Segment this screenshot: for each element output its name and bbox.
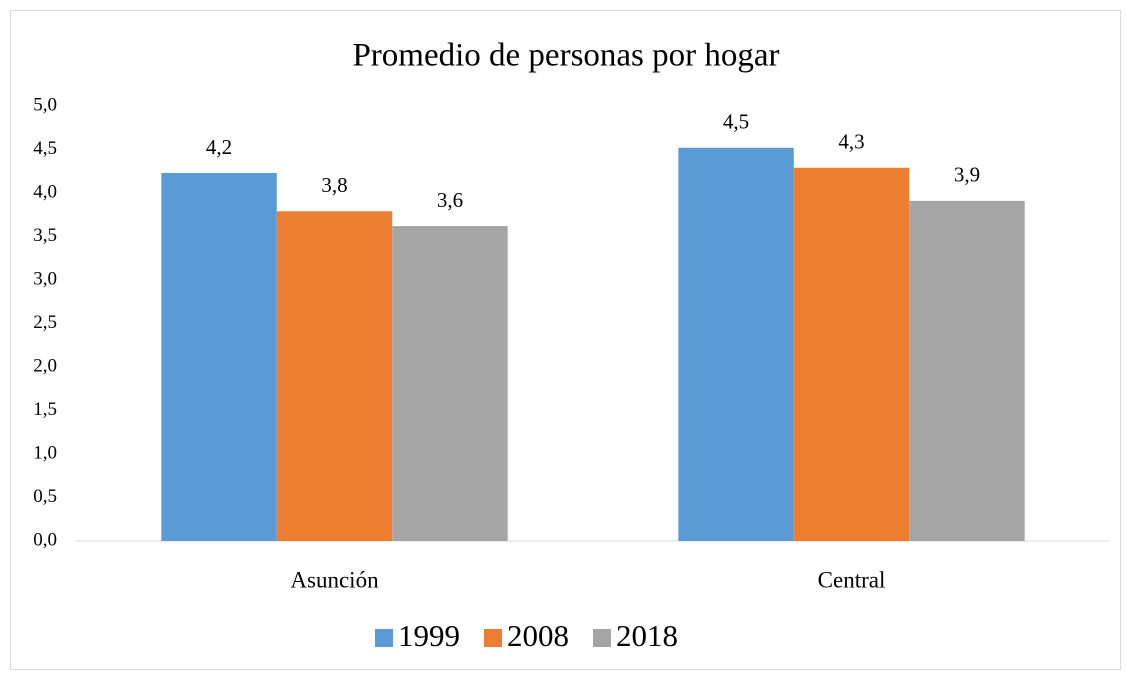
y-tick-label: 3,0 bbox=[33, 268, 57, 289]
data-label: 3,8 bbox=[321, 173, 347, 197]
bar bbox=[793, 167, 910, 541]
y-tick-label: 3,5 bbox=[33, 225, 57, 246]
chart-title: Promedio de personas por hogar bbox=[352, 38, 779, 74]
data-label: 4,5 bbox=[723, 110, 749, 134]
bar bbox=[161, 172, 277, 542]
y-tick-label: 4,5 bbox=[33, 138, 57, 159]
y-tick-label: 2,0 bbox=[33, 355, 57, 376]
y-tick-label: 4,0 bbox=[33, 181, 57, 202]
legend-label: 2008 bbox=[507, 618, 569, 653]
y-tick-label: 2,5 bbox=[33, 312, 57, 333]
data-label: 4,3 bbox=[838, 130, 864, 154]
data-label: 3,9 bbox=[954, 163, 980, 187]
data-label: 3,6 bbox=[437, 188, 463, 212]
x-tick-label: Central bbox=[818, 567, 886, 592]
bar bbox=[678, 147, 794, 541]
legend-label: 2018 bbox=[616, 618, 678, 653]
bar bbox=[276, 211, 393, 541]
y-tick-label: 0,0 bbox=[33, 529, 57, 550]
y-tick-label: 1,5 bbox=[33, 399, 57, 420]
x-tick-label: Asunción bbox=[290, 567, 379, 592]
y-tick-label: 1,0 bbox=[33, 442, 57, 463]
y-tick-label: 5,0 bbox=[33, 94, 57, 115]
bar bbox=[909, 200, 1025, 541]
y-tick-label: 0,5 bbox=[33, 486, 57, 507]
data-label: 4,2 bbox=[206, 135, 232, 159]
bar bbox=[392, 226, 508, 541]
legend-swatch bbox=[593, 629, 611, 647]
legend-label: 1999 bbox=[398, 618, 460, 653]
legend-swatch bbox=[375, 629, 393, 647]
legend-swatch bbox=[484, 629, 502, 647]
